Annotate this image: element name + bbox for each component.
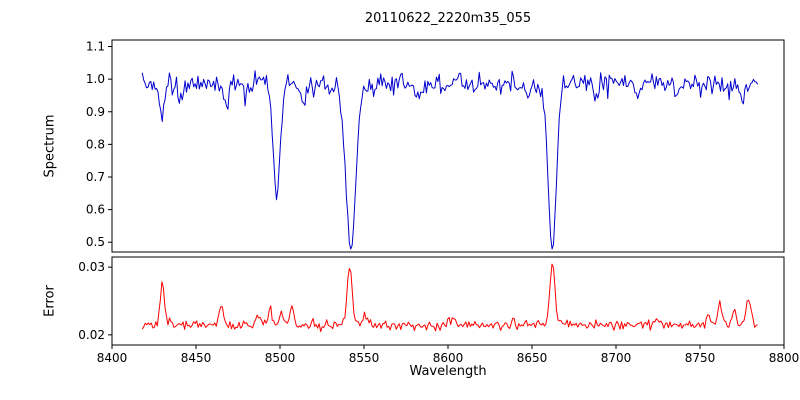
error-y-tick-label: 0.03 [78,260,105,274]
plot-title: 20110622_2220m35_055 [364,11,532,26]
error-line [141,263,758,333]
spectrum-axes-box [111,39,785,253]
x-tick-label: 8400 [97,351,128,365]
y-axis-label-spectrum: Spectrum [42,114,58,178]
x-tick-label: 8700 [601,351,632,365]
spectrum-y-tick-label: 1.0 [86,72,105,86]
x-axis-label: Wavelength [409,364,487,379]
error-axes-box [111,256,785,346]
x-tick-label: 8600 [433,351,464,365]
error-y-tick-label: 0.02 [78,328,105,342]
x-tick-label: 8550 [349,351,380,365]
y-axis-label-error: Error [42,285,58,317]
spectrum-y-tick-label: 0.8 [86,137,105,151]
x-tick-label: 8500 [265,351,296,365]
spectrum-y-tick-label: 1.1 [86,40,105,54]
x-tick-label: 8800 [769,351,800,365]
spectrum-y-tick-label: 0.6 [86,203,105,217]
spectrum-y-tick-label: 0.9 [86,105,105,119]
spectrum-y-tick-label: 0.5 [86,235,105,249]
x-tick-label: 8650 [517,351,548,365]
x-tick-label: 8750 [685,351,716,365]
x-tick-label: 8450 [181,351,212,365]
spectrum-y-tick-label: 0.7 [86,170,105,184]
spectrum-line [141,70,759,250]
